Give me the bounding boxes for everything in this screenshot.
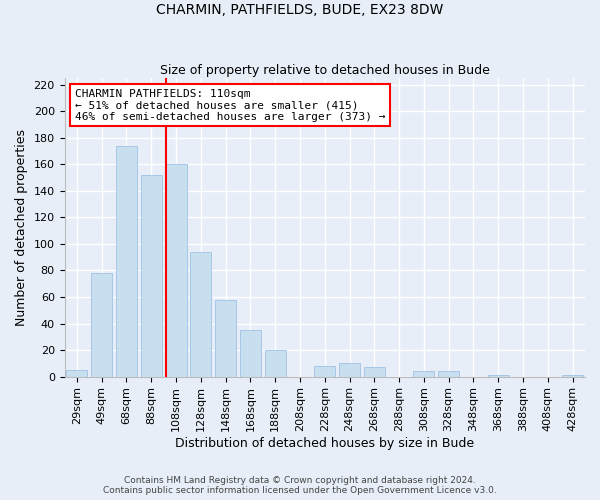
Bar — [240, 330, 261, 376]
Bar — [215, 300, 236, 376]
Bar — [265, 350, 286, 376]
Y-axis label: Number of detached properties: Number of detached properties — [15, 129, 28, 326]
Bar — [91, 273, 112, 376]
Bar — [166, 164, 187, 376]
Bar — [314, 366, 335, 376]
Bar — [364, 368, 385, 376]
Bar — [190, 252, 211, 376]
Title: Size of property relative to detached houses in Bude: Size of property relative to detached ho… — [160, 64, 490, 77]
Bar — [141, 175, 162, 376]
Text: CHARMIN, PATHFIELDS, BUDE, EX23 8DW: CHARMIN, PATHFIELDS, BUDE, EX23 8DW — [157, 2, 443, 16]
Bar — [413, 372, 434, 376]
X-axis label: Distribution of detached houses by size in Bude: Distribution of detached houses by size … — [175, 437, 475, 450]
Bar — [339, 364, 360, 376]
Text: Contains HM Land Registry data © Crown copyright and database right 2024.
Contai: Contains HM Land Registry data © Crown c… — [103, 476, 497, 495]
Bar — [67, 370, 88, 376]
Text: CHARMIN PATHFIELDS: 110sqm
← 51% of detached houses are smaller (415)
46% of sem: CHARMIN PATHFIELDS: 110sqm ← 51% of deta… — [75, 88, 385, 122]
Bar — [116, 146, 137, 376]
Bar — [438, 372, 459, 376]
